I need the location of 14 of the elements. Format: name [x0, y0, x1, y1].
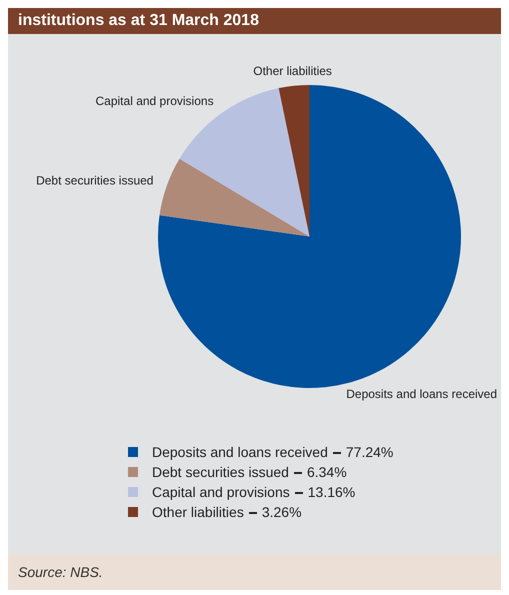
legend-label: Other liabilities	[152, 504, 244, 520]
data-label: 3.26%	[262, 504, 302, 520]
data-label: 77.24%	[346, 444, 394, 460]
data-label: 13.16%	[308, 484, 356, 500]
chart-title: institutions as at 31 March 2018	[8, 8, 501, 34]
slice-label: Other liabilities	[253, 64, 332, 78]
legend-label: Capital and provisions	[152, 484, 290, 500]
slice-label: Deposits and loans received	[346, 387, 498, 401]
source-note: Source: NBS.	[8, 554, 501, 590]
slice-label: Debt securities issued	[36, 174, 154, 188]
data-label: 6.34%	[306, 464, 347, 480]
legend-label: Debt securities issued	[152, 464, 289, 480]
slice-label: Capital and provisions	[96, 94, 214, 108]
legend-label: Deposits and loans received	[152, 444, 328, 460]
